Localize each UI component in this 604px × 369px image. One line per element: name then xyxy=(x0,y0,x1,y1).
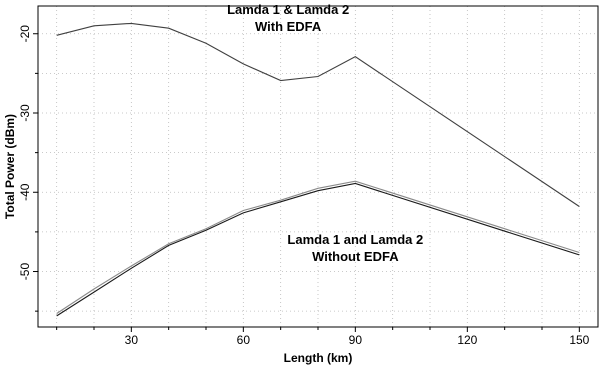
series-lines xyxy=(56,22,580,317)
x-tick-label: 150 xyxy=(569,333,589,347)
series-line-2 xyxy=(56,180,580,314)
x-tick-label: 60 xyxy=(237,333,251,347)
y-tick-label: -50 xyxy=(18,263,32,281)
x-tick-label: 30 xyxy=(125,333,139,347)
y-tick-label: -40 xyxy=(18,183,32,201)
x-tick-label: 90 xyxy=(349,333,363,347)
x-axis-title: Length (km) xyxy=(284,351,353,365)
y-tick-label: -20 xyxy=(18,25,32,43)
annotation-1-line-2: With EDFA xyxy=(255,19,322,34)
annotation-2-line-2: Without EDFA xyxy=(312,249,399,264)
series-line-3 xyxy=(56,182,580,317)
y-axis-title: Total Power (dBm) xyxy=(3,114,17,219)
annotation-2-line-1: Lamda 1 and Lamda 2 xyxy=(287,232,423,247)
annotation-1-line-1: Lamda 1 & Lamda 2 xyxy=(227,2,349,17)
y-tick-label: -30 xyxy=(18,104,32,122)
axis-ticks: 30 60 90 120 150 -20 -30 -40 -50 xyxy=(18,25,590,347)
series-line-1 xyxy=(56,22,580,207)
annotations: Lamda 1 & Lamda 2 With EDFA Lamda 1 and La… xyxy=(227,2,423,264)
grid-lines xyxy=(38,6,598,327)
x-tick-label: 120 xyxy=(457,333,477,347)
